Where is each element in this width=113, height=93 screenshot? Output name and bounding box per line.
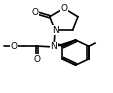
Text: O: O [11, 42, 17, 51]
Text: N: N [50, 43, 57, 52]
Text: O: O [33, 55, 40, 64]
Text: O: O [60, 4, 67, 13]
Text: N: N [51, 26, 58, 35]
Text: O: O [31, 8, 38, 17]
